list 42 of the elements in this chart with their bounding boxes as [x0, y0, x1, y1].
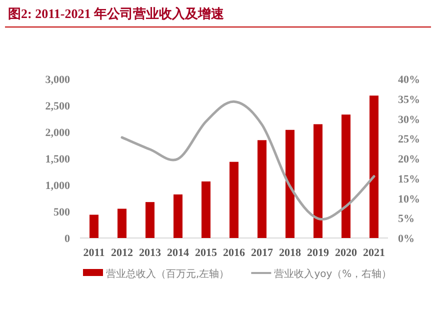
bar: [118, 208, 126, 238]
legend-label: 营业总收入（百万元,左轴）: [106, 268, 230, 280]
y2-tick-label: 30%: [398, 114, 420, 126]
x-tick-label: 2014: [167, 247, 190, 259]
x-tick-label: 2017: [251, 247, 274, 259]
bar: [90, 214, 98, 238]
x-tick-label: 2012: [111, 247, 134, 259]
line-series: [120, 100, 376, 220]
legend-label: 营业收入yoy（%，右轴）: [274, 268, 392, 280]
y2-tick-label: 25%: [398, 134, 420, 146]
x-tick-label: 2020: [335, 247, 358, 259]
y-tick-label: 1,000: [45, 180, 70, 192]
y-tick-label: 1,500: [45, 154, 70, 166]
x-tick-label: 2018: [279, 247, 302, 259]
y2-tick-label: 5%: [398, 213, 414, 226]
x-tick-label: 2015: [195, 247, 218, 259]
y2-tick-label: 0%: [398, 233, 414, 245]
y2-tick-label: 10%: [398, 193, 420, 206]
y-tick-label: 2,000: [45, 127, 70, 139]
bar: [286, 130, 294, 238]
y-tick-label: 500: [54, 206, 70, 218]
x-tick-label: 2011: [83, 247, 105, 259]
bar: [202, 181, 210, 238]
y-tick-label: 3,000: [45, 74, 70, 86]
bar: [314, 124, 322, 238]
x-tick-label: 2021: [363, 247, 385, 259]
y-tick-label: 2,500: [45, 100, 70, 112]
y2-tick-label: 35%: [398, 94, 420, 106]
y2-tick-label: 20%: [398, 154, 420, 166]
y2-tick-label: 40%: [398, 74, 420, 86]
bar: [146, 202, 154, 238]
x-tick-label: 2013: [139, 247, 162, 259]
bar: [342, 114, 350, 238]
chart-title: 图2: 2011-2021 年公司营业收入及增速: [8, 6, 225, 21]
y2-tick-label: 15%: [398, 173, 420, 186]
bar: [258, 140, 266, 238]
x-tick-label: 2016: [223, 247, 246, 259]
y-tick-label: 0: [64, 233, 70, 245]
bar: [230, 162, 238, 238]
bar: [370, 96, 378, 238]
bar: [174, 194, 182, 238]
x-tick-label: 2019: [307, 247, 330, 259]
